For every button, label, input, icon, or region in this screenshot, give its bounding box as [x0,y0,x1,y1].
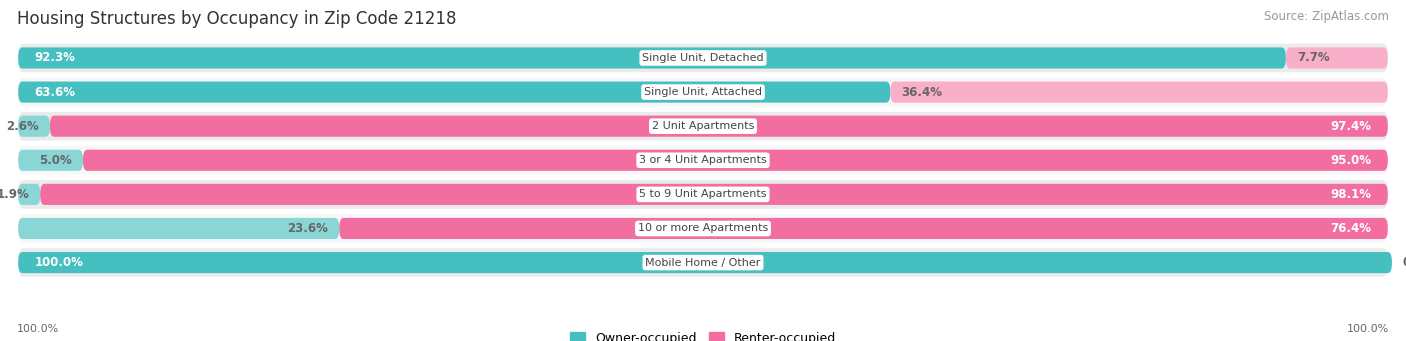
FancyBboxPatch shape [18,47,1286,69]
FancyBboxPatch shape [18,252,1392,273]
FancyBboxPatch shape [18,146,1388,175]
Text: 100.0%: 100.0% [35,256,83,269]
FancyBboxPatch shape [18,44,1388,72]
FancyBboxPatch shape [18,78,1388,106]
Text: 1.9%: 1.9% [0,188,30,201]
FancyBboxPatch shape [18,214,1388,243]
Text: 63.6%: 63.6% [35,86,76,99]
Text: 100.0%: 100.0% [1347,324,1389,334]
FancyBboxPatch shape [49,116,1388,137]
Text: 97.4%: 97.4% [1330,120,1371,133]
Text: 95.0%: 95.0% [1330,154,1371,167]
FancyBboxPatch shape [18,150,83,171]
FancyBboxPatch shape [18,81,890,103]
Text: Single Unit, Attached: Single Unit, Attached [644,87,762,97]
Text: 23.6%: 23.6% [287,222,328,235]
FancyBboxPatch shape [18,218,339,239]
Text: Single Unit, Detached: Single Unit, Detached [643,53,763,63]
Text: 98.1%: 98.1% [1330,188,1371,201]
Text: 2.6%: 2.6% [6,120,39,133]
Text: 76.4%: 76.4% [1330,222,1371,235]
FancyBboxPatch shape [339,218,1388,239]
Text: 100.0%: 100.0% [17,324,59,334]
Text: 7.7%: 7.7% [1296,51,1330,64]
Text: 3 or 4 Unit Apartments: 3 or 4 Unit Apartments [640,155,766,165]
FancyBboxPatch shape [890,81,1388,103]
Text: 2 Unit Apartments: 2 Unit Apartments [652,121,754,131]
Text: 10 or more Apartments: 10 or more Apartments [638,223,768,234]
Text: Source: ZipAtlas.com: Source: ZipAtlas.com [1264,10,1389,23]
FancyBboxPatch shape [83,150,1388,171]
Text: 0.0%: 0.0% [1403,256,1406,269]
Text: 36.4%: 36.4% [901,86,942,99]
FancyBboxPatch shape [18,248,1388,277]
FancyBboxPatch shape [18,180,1388,209]
FancyBboxPatch shape [1286,47,1388,69]
Text: 92.3%: 92.3% [35,51,76,64]
FancyBboxPatch shape [18,184,41,205]
Text: 5.0%: 5.0% [39,154,72,167]
FancyBboxPatch shape [18,112,1388,140]
FancyBboxPatch shape [18,116,49,137]
FancyBboxPatch shape [41,184,1388,205]
Legend: Owner-occupied, Renter-occupied: Owner-occupied, Renter-occupied [565,327,841,341]
Text: 5 to 9 Unit Apartments: 5 to 9 Unit Apartments [640,189,766,199]
Text: Housing Structures by Occupancy in Zip Code 21218: Housing Structures by Occupancy in Zip C… [17,10,457,28]
Text: Mobile Home / Other: Mobile Home / Other [645,257,761,268]
